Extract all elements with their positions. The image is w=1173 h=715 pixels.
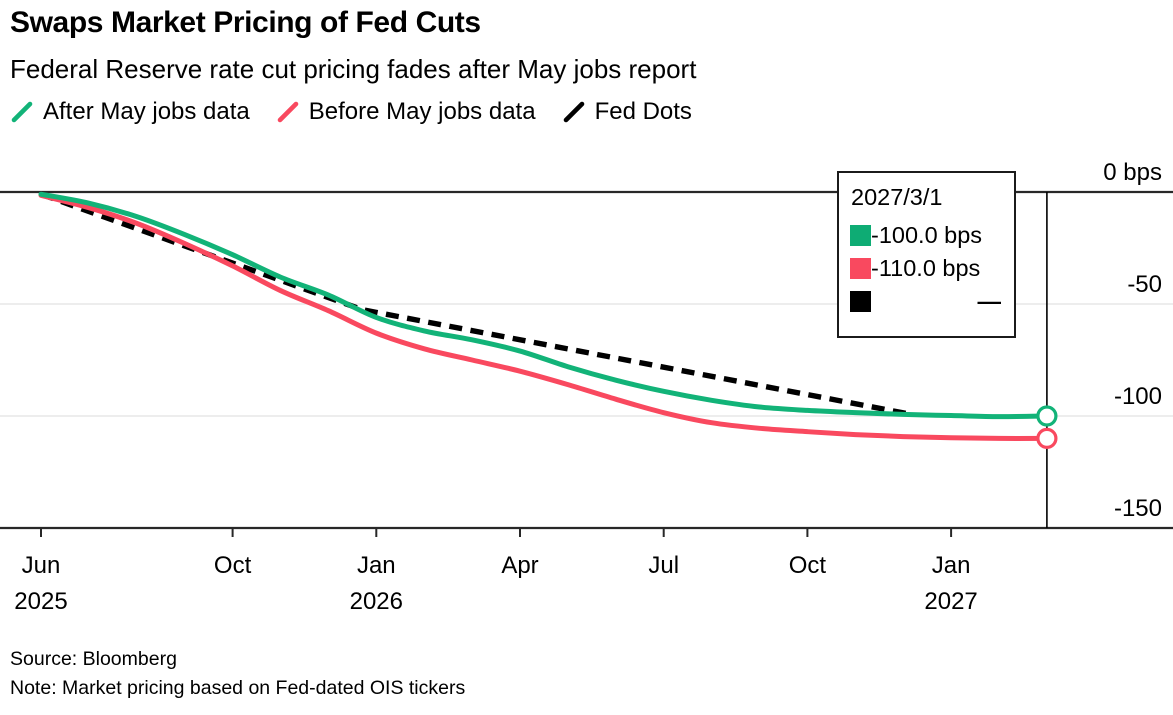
chart-canvas[interactable]: 0 bps -50 -100 -150 Jun 2025 Oct Jan 2026 Apr Jul O… [0, 150, 1173, 620]
x-axis-label: Jan [357, 552, 396, 579]
tooltip-swatch-red [850, 257, 871, 279]
x-axis-label: Jan [932, 552, 971, 579]
y-axis-label: -50 [1127, 271, 1162, 298]
x-axis-label: Jun [22, 552, 61, 579]
x-axis-year-label: 2026 [350, 588, 403, 615]
before-may-jobs-data-line [38, 192, 1050, 441]
crosshair-marker [1036, 405, 1058, 427]
legend: After May jobs data Before May jobs data… [10, 98, 1173, 126]
tooltip-value: — [977, 287, 1002, 314]
line-swatch-green-icon [11, 101, 33, 122]
tooltip-value: -100.0 bps [871, 221, 983, 248]
legend-label: After May jobs data [43, 97, 250, 125]
chart-area: 0 bps -50 -100 -150 Jun 2025 Oct Jan 2026 Apr Jul O… [0, 150, 1173, 620]
tooltip-value: -110.0 bps [871, 254, 981, 281]
y-axis-label: -150 [1114, 495, 1162, 522]
tooltip: 2027/3/1 -100.0 bps -110.0 bps — [837, 170, 1016, 338]
page-title: Swaps Market Pricing of Fed Cuts [10, 6, 481, 39]
x-axis-label: Apr [501, 552, 538, 579]
x-axis-year-label: 2025 [14, 588, 67, 615]
crosshair-marker [1036, 427, 1058, 449]
tooltip-row: — [850, 285, 1003, 318]
fed-dots-line [40, 191, 909, 417]
after-may-jobs-data-line [38, 191, 1050, 419]
footnotes: Source: Bloomberg Note: Market pricing b… [10, 645, 1173, 703]
tooltip-swatch-black [850, 290, 871, 312]
legend-item-fed-dots[interactable]: Fed Dots [562, 98, 692, 126]
tooltip-date: 2027/3/1 [851, 183, 943, 210]
legend-item-before-may[interactable]: Before May jobs data [276, 98, 536, 126]
x-axis-year-label: 2027 [924, 588, 977, 615]
legend-label: Fed Dots [594, 97, 692, 125]
y-axis-label: -100 [1114, 383, 1162, 410]
tooltip-swatch-green [850, 224, 871, 246]
x-axis-label: Oct [789, 552, 827, 579]
x-axis-label: Jul [648, 552, 679, 579]
tooltip-row: -110.0 bps [850, 252, 1003, 285]
tooltip-row: -100.0 bps [850, 219, 1003, 252]
x-axis-label: Oct [214, 552, 252, 579]
legend-item-after-may[interactable]: After May jobs data [10, 98, 250, 126]
y-axis-label: 0 bps [1103, 159, 1162, 186]
line-swatch-red-icon [277, 101, 299, 122]
chart-subtitle: Federal Reserve rate cut pricing fades a… [10, 53, 697, 84]
line-swatch-black-icon [563, 101, 584, 122]
source-note: Source: Bloomberg [10, 647, 177, 670]
legend-label: Before May jobs data [308, 97, 536, 125]
methodology-note: Note: Market pricing based on Fed-dated … [10, 676, 466, 699]
